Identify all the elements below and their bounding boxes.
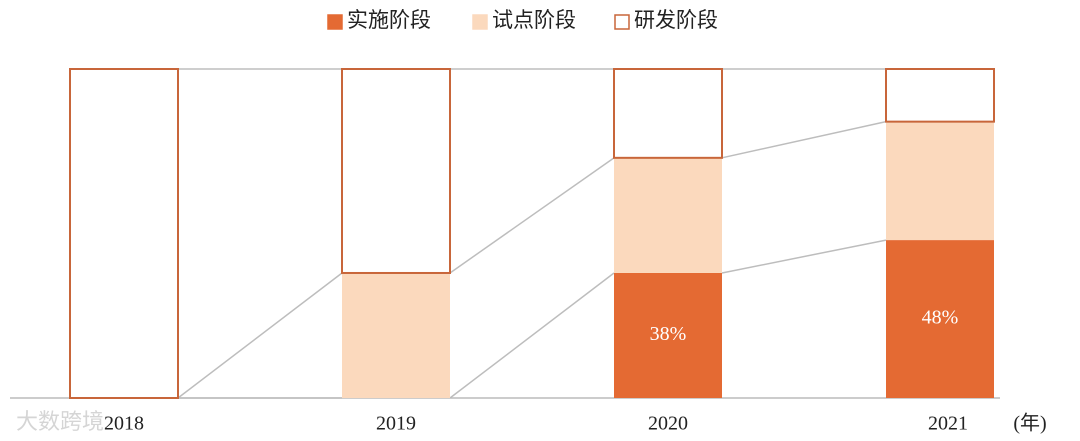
connector-line — [721, 239, 887, 274]
connector-line — [177, 272, 343, 399]
x-tick-label: 2020 — [648, 413, 688, 435]
data-label: 48% — [922, 307, 959, 329]
legend-swatch — [327, 14, 343, 30]
legend-swatch — [614, 14, 630, 30]
bar-segment — [613, 68, 723, 159]
legend-label: 实施阶段 — [347, 8, 431, 32]
legend-label: 试点阶段 — [492, 8, 576, 32]
connector-line — [449, 272, 615, 399]
x-tick-label: 2021 — [928, 413, 968, 435]
bar-segment — [614, 157, 722, 273]
watermark: 大数跨境 — [16, 409, 104, 434]
x-tick-label: 2018 — [104, 413, 144, 435]
bar-segment — [342, 272, 450, 398]
bar-segment — [69, 68, 179, 399]
bar-segment — [886, 121, 994, 241]
bar-segment — [341, 68, 451, 274]
bar-segment — [886, 240, 994, 398]
legend-label: 研发阶段 — [634, 8, 718, 32]
connector-line — [721, 120, 887, 159]
data-label: 38% — [650, 323, 687, 345]
x-tick-label: 2019 — [376, 413, 416, 435]
x-axis-label: (年) — [1013, 412, 1046, 435]
legend-swatch — [472, 14, 488, 30]
bar-segment — [614, 272, 722, 398]
bar-segment — [885, 68, 995, 123]
connector-line — [449, 157, 615, 274]
